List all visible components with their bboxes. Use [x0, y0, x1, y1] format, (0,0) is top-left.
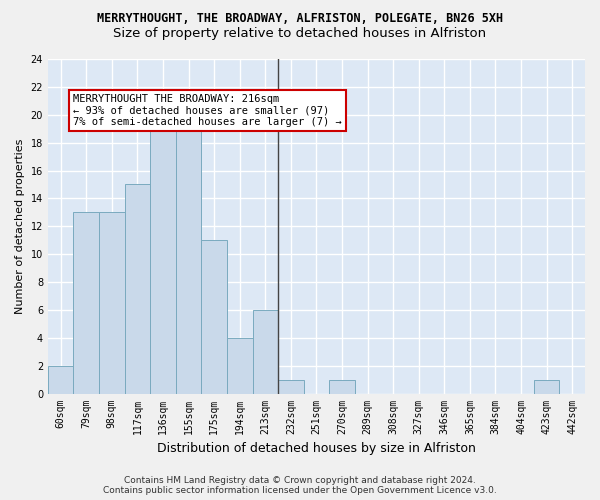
- Bar: [253, 310, 278, 394]
- Bar: [227, 338, 253, 394]
- Bar: [99, 212, 125, 394]
- Text: Contains HM Land Registry data © Crown copyright and database right 2024.
Contai: Contains HM Land Registry data © Crown c…: [103, 476, 497, 495]
- Bar: [329, 380, 355, 394]
- Bar: [202, 240, 227, 394]
- Y-axis label: Number of detached properties: Number of detached properties: [15, 138, 25, 314]
- Bar: [125, 184, 150, 394]
- Bar: [150, 128, 176, 394]
- Bar: [176, 128, 202, 394]
- Bar: [278, 380, 304, 394]
- Text: MERRYTHOUGHT, THE BROADWAY, ALFRISTON, POLEGATE, BN26 5XH: MERRYTHOUGHT, THE BROADWAY, ALFRISTON, P…: [97, 12, 503, 26]
- Text: MERRYTHOUGHT THE BROADWAY: 216sqm
← 93% of detached houses are smaller (97)
7% o: MERRYTHOUGHT THE BROADWAY: 216sqm ← 93% …: [73, 94, 342, 127]
- Text: Size of property relative to detached houses in Alfriston: Size of property relative to detached ho…: [113, 28, 487, 40]
- Bar: [534, 380, 559, 394]
- X-axis label: Distribution of detached houses by size in Alfriston: Distribution of detached houses by size …: [157, 442, 476, 455]
- Bar: [48, 366, 73, 394]
- Bar: [73, 212, 99, 394]
